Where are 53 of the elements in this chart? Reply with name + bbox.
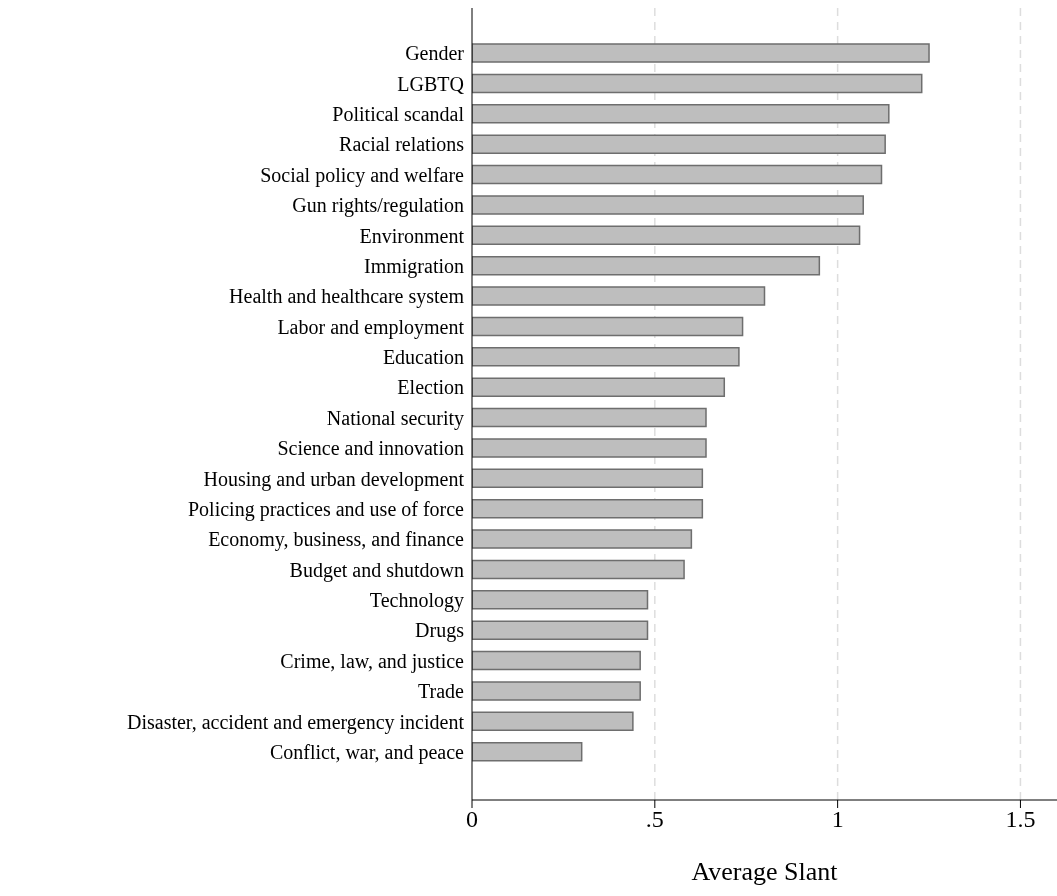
y-tick-label: Budget and shutdown	[289, 558, 464, 582]
x-tick-label: 1	[831, 806, 844, 833]
bar	[472, 377, 726, 397]
bar	[472, 225, 861, 245]
y-tick-label: Health and healthcare system	[229, 285, 465, 309]
y-tick-label: Conflict, war, and peace	[269, 740, 465, 764]
bar	[472, 134, 886, 154]
y-tick-label: Economy, business, and finance	[208, 528, 465, 552]
y-tick-label: Gender	[405, 42, 465, 65]
y-tick-label: Disaster, accident and emergency incident	[126, 710, 465, 734]
y-tick-label: Trade	[418, 680, 465, 703]
bar	[472, 255, 821, 276]
bar	[472, 407, 707, 428]
bar	[472, 650, 641, 671]
x-tick-label: .5	[645, 806, 664, 833]
bar	[472, 195, 864, 215]
x-tick-label: 1.5	[1005, 806, 1036, 833]
y-tick-label: Immigration	[364, 254, 464, 278]
y-tick-label: Labor and employment	[277, 315, 465, 339]
y-tick-label: Political scandal	[332, 103, 465, 126]
y-tick-label: Social policy and welfare	[260, 163, 465, 187]
bar	[472, 316, 744, 337]
bar	[472, 529, 693, 549]
bar	[472, 73, 923, 94]
bar	[472, 620, 649, 640]
bar	[472, 43, 930, 63]
bar	[472, 438, 707, 458]
bar	[472, 590, 649, 610]
y-tick-label: Housing and urban development	[203, 467, 465, 491]
bar	[472, 286, 766, 306]
y-tick-label: Science and innovation	[277, 437, 464, 460]
bar	[472, 347, 740, 367]
y-tick-label: National security	[326, 406, 464, 430]
bar	[472, 559, 685, 580]
bar	[472, 741, 583, 762]
bar	[472, 104, 890, 124]
bar	[472, 164, 883, 185]
y-tick-label: Environment	[359, 224, 465, 247]
y-tick-label: Education	[382, 346, 464, 369]
x-tick-label: 0	[466, 806, 478, 833]
bar	[472, 681, 641, 701]
y-tick-label: Crime, law, and justice	[280, 649, 465, 673]
y-tick-label: Policing practices and use of force	[187, 497, 465, 521]
y-tick-label: Drugs	[415, 619, 465, 643]
y-tick-label: Election	[397, 376, 464, 399]
y-tick-label: Racial relations	[339, 133, 465, 156]
bar	[472, 711, 634, 731]
y-tick-label: Technology	[369, 589, 464, 613]
bar	[472, 498, 704, 519]
y-tick-label: Gun rights/regulation	[292, 194, 464, 218]
bar	[472, 468, 704, 488]
x-axis-title: Average Slant	[691, 857, 839, 886]
y-tick-label: LGBTQ	[397, 72, 465, 95]
